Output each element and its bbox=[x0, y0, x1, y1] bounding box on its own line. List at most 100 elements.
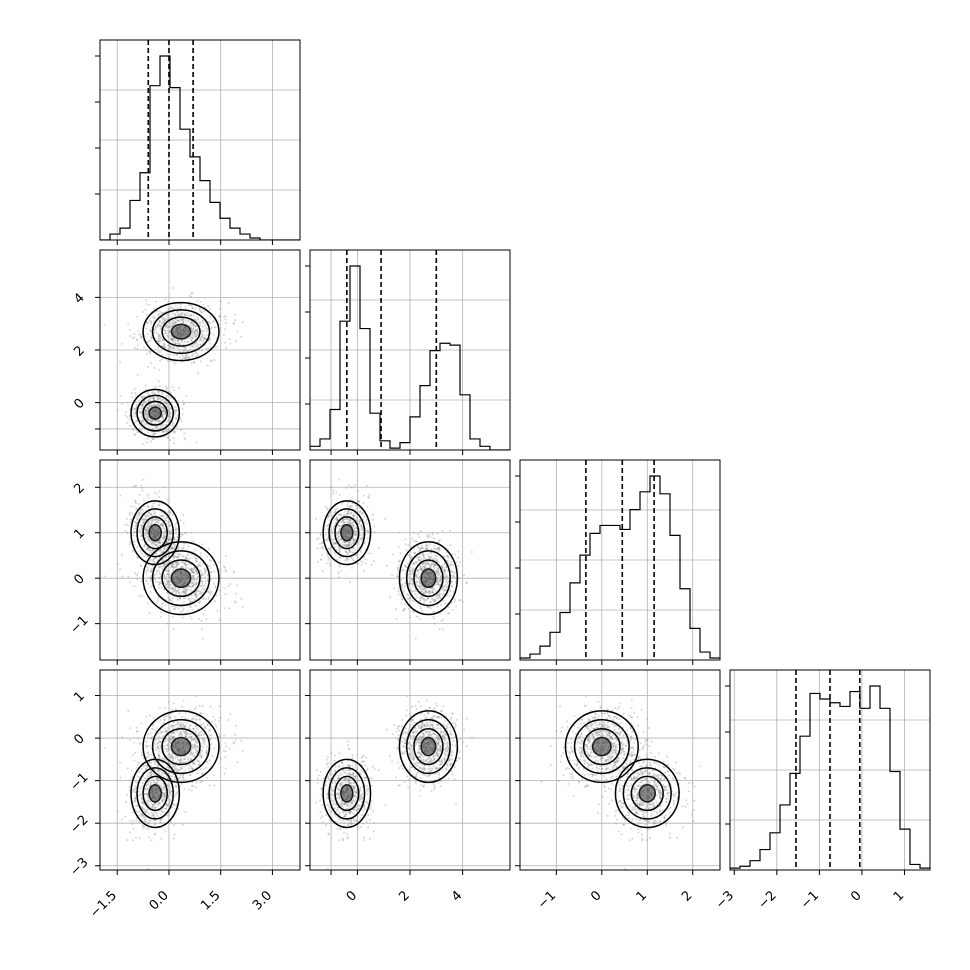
sample-point bbox=[201, 574, 204, 577]
sample-point bbox=[345, 545, 348, 548]
sample-point bbox=[189, 313, 192, 316]
sample-point bbox=[145, 765, 148, 768]
sample-point bbox=[169, 820, 172, 823]
sample-point bbox=[202, 336, 205, 339]
sample-point bbox=[142, 310, 145, 313]
sample-point bbox=[190, 749, 193, 752]
sample-point bbox=[162, 345, 165, 348]
sample-point bbox=[190, 531, 193, 534]
sample-point bbox=[205, 618, 208, 621]
sample-point bbox=[420, 557, 423, 560]
sample-point bbox=[432, 615, 435, 618]
sample-point bbox=[179, 305, 182, 308]
sample-point bbox=[147, 333, 150, 336]
sample-point bbox=[144, 515, 147, 518]
sample-point bbox=[163, 528, 166, 531]
sample-point bbox=[158, 335, 161, 338]
sample-point bbox=[148, 404, 151, 407]
sample-point bbox=[179, 759, 182, 762]
sample-point bbox=[160, 586, 163, 589]
sample-point bbox=[181, 349, 184, 352]
sample-point bbox=[162, 772, 165, 775]
sample-point bbox=[204, 336, 207, 339]
sample-point bbox=[443, 569, 446, 572]
sample-point bbox=[358, 511, 361, 514]
sample-point bbox=[403, 564, 406, 567]
sample-point bbox=[193, 332, 196, 335]
sample-point bbox=[172, 562, 175, 565]
sample-point bbox=[196, 597, 199, 600]
sample-point bbox=[171, 566, 174, 569]
sample-point bbox=[359, 519, 362, 522]
sample-point bbox=[192, 571, 195, 574]
sample-point bbox=[176, 310, 179, 313]
sample-point bbox=[162, 430, 165, 433]
sample-point bbox=[146, 546, 149, 549]
sample-point bbox=[335, 491, 338, 494]
sample-point bbox=[172, 589, 175, 592]
sample-point bbox=[450, 569, 453, 572]
sample-point bbox=[345, 517, 348, 520]
sample-point bbox=[141, 525, 144, 528]
sample-point bbox=[401, 587, 404, 590]
sample-point bbox=[130, 391, 133, 394]
sample-point bbox=[174, 606, 177, 609]
sample-point bbox=[157, 402, 160, 405]
sample-point bbox=[195, 573, 198, 576]
sample-point bbox=[181, 767, 184, 770]
sample-point bbox=[433, 563, 436, 566]
sample-point bbox=[174, 590, 177, 593]
sample-point bbox=[448, 595, 451, 598]
sample-point bbox=[356, 530, 359, 533]
sample-point bbox=[172, 546, 175, 549]
sample-point bbox=[327, 524, 330, 527]
sample-point bbox=[433, 568, 436, 571]
sample-point bbox=[344, 559, 347, 562]
sample-point bbox=[348, 519, 351, 522]
sample-point bbox=[199, 338, 202, 341]
sample-point bbox=[353, 517, 356, 520]
sample-point bbox=[146, 505, 149, 508]
sample-point bbox=[135, 395, 138, 398]
sample-point bbox=[156, 420, 159, 423]
sample-point bbox=[341, 502, 344, 505]
sample-point bbox=[429, 535, 432, 538]
sample-point bbox=[156, 601, 159, 604]
sample-point bbox=[161, 792, 164, 795]
sample-point bbox=[396, 575, 399, 578]
sample-point bbox=[140, 532, 143, 535]
sample-point bbox=[201, 724, 204, 727]
sample-point bbox=[439, 579, 442, 582]
sample-point bbox=[327, 547, 330, 550]
density-core bbox=[340, 523, 354, 542]
sample-point bbox=[184, 556, 187, 559]
sample-point bbox=[181, 318, 184, 321]
sample-point bbox=[194, 325, 197, 328]
sample-point bbox=[160, 425, 163, 428]
sample-point bbox=[149, 406, 152, 409]
sample-point bbox=[168, 330, 171, 333]
sample-point bbox=[179, 318, 182, 321]
sample-point bbox=[157, 581, 160, 584]
sample-point bbox=[175, 563, 178, 566]
sample-point bbox=[162, 602, 165, 605]
sample-point bbox=[409, 557, 412, 560]
sample-point bbox=[170, 532, 173, 535]
sample-point bbox=[442, 589, 445, 592]
sample-point bbox=[170, 585, 173, 588]
sample-point bbox=[164, 604, 167, 607]
sample-point bbox=[180, 591, 183, 594]
sample-point bbox=[441, 586, 444, 589]
sample-point bbox=[203, 572, 206, 575]
sample-point bbox=[201, 588, 204, 591]
sample-point bbox=[407, 582, 410, 585]
sample-point bbox=[344, 510, 347, 513]
sample-point bbox=[142, 400, 145, 403]
sample-point bbox=[136, 339, 139, 342]
sample-point bbox=[206, 327, 209, 330]
sample-point bbox=[158, 757, 161, 760]
sample-point bbox=[139, 564, 142, 567]
sample-point bbox=[432, 557, 435, 560]
sample-point bbox=[174, 315, 177, 318]
sample-point bbox=[422, 562, 425, 565]
